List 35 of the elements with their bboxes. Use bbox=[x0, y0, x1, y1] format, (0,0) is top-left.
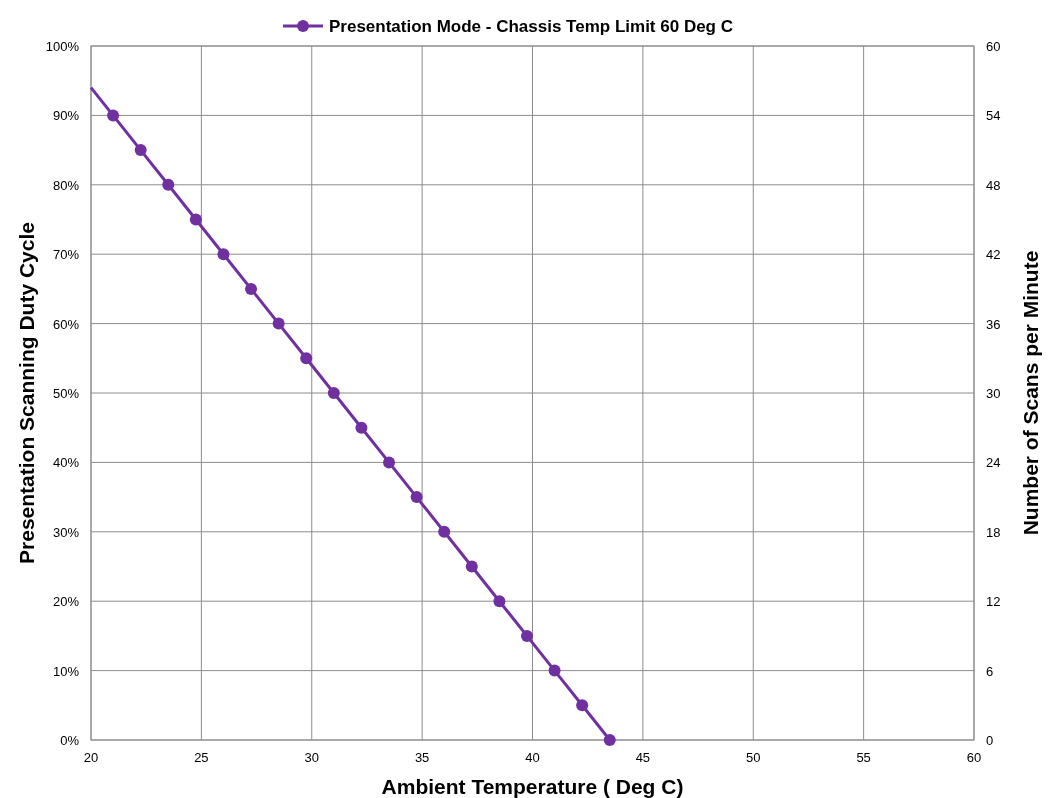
y2-tick-label: 0 bbox=[986, 733, 994, 748]
y-tick-label: 80% bbox=[52, 177, 80, 193]
y2-tick-label: 30 bbox=[986, 386, 1001, 401]
y-tick-label: 50% bbox=[52, 386, 80, 401]
y-tick-label: 90% bbox=[52, 108, 80, 124]
x-tick-label: 40 bbox=[525, 750, 540, 765]
y2-tick-label: 24 bbox=[986, 455, 1001, 471]
y-tick-label: 10% bbox=[52, 663, 80, 679]
y-tick-label: 20% bbox=[52, 594, 80, 610]
y-tick-label: 70% bbox=[52, 247, 80, 263]
x-tick-label: 55 bbox=[856, 750, 871, 765]
y-tick-label: 30% bbox=[52, 524, 80, 540]
y-tick-label: 40% bbox=[52, 455, 80, 471]
legend-label: Presentation Mode - Chassis Temp Limit 60 Deg C bbox=[329, 17, 733, 36]
x-axis-title: Ambient Temperature ( Deg C) bbox=[381, 775, 684, 798]
y2-tick-label: 42 bbox=[986, 247, 1001, 263]
y2-tick-label: 54 bbox=[986, 108, 1001, 124]
x-tick-label: 50 bbox=[746, 750, 761, 765]
y-tick-label: 100% bbox=[45, 39, 80, 54]
x-tick-label: 45 bbox=[635, 750, 651, 765]
y2-tick-label: 18 bbox=[986, 524, 1001, 540]
x-tick-label: 25 bbox=[194, 750, 209, 765]
y-axis-title: Presentation Scanning Duty Cycle bbox=[15, 222, 38, 564]
y-tick-label: 0% bbox=[60, 733, 80, 748]
x-tick-label: 30 bbox=[304, 750, 319, 765]
y2-tick-label: 48 bbox=[986, 177, 1001, 193]
y2-tick-label: 60 bbox=[986, 39, 1001, 54]
y2-tick-label: 6 bbox=[986, 663, 994, 679]
x-tick-label: 20 bbox=[83, 750, 99, 765]
x-tick-label: 35 bbox=[414, 750, 430, 765]
y2-tick-label: 12 bbox=[986, 594, 1001, 610]
x-tick-label: 60 bbox=[966, 750, 982, 765]
y-tick-label: 60% bbox=[52, 316, 80, 332]
y2-tick-label: 36 bbox=[986, 316, 1001, 332]
y2-axis-title: Number of Scans per Minute bbox=[1019, 250, 1042, 536]
